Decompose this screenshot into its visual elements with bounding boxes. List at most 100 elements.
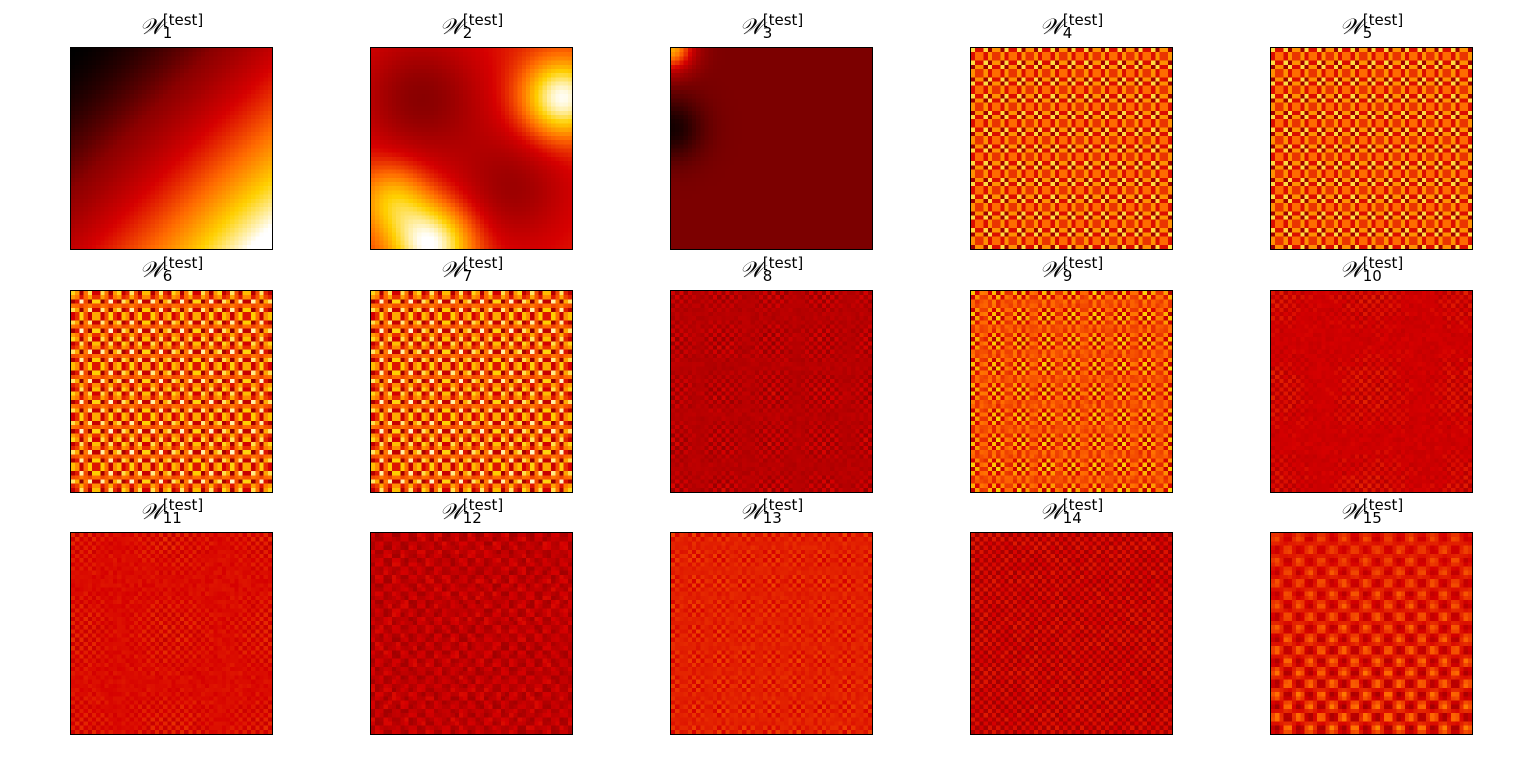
heatmap-cell [387, 119, 393, 124]
heatmap-cell [683, 52, 688, 57]
heatmap-cell [404, 219, 409, 225]
heatmap-cell [438, 232, 443, 237]
heatmap-cell [683, 60, 688, 65]
heatmap-cell [242, 131, 248, 137]
heatmap-cell [234, 60, 239, 65]
heatmap-cell [525, 123, 531, 128]
heatmap-cell [87, 152, 93, 158]
heatmap-cell [534, 98, 539, 103]
heatmap-cell [559, 194, 564, 199]
heatmap-cell [387, 123, 393, 128]
heatmap-cell [234, 148, 239, 153]
heatmap-cell [104, 215, 109, 220]
heatmap-cell [375, 186, 380, 191]
heatmap-cell [779, 56, 785, 61]
heatmap-cell [213, 48, 218, 53]
heatmap-cell [263, 223, 269, 229]
heatmap-cell [209, 240, 214, 246]
heatmap-cell [542, 135, 548, 141]
heatmap-cell [404, 186, 409, 191]
heatmap-cell [79, 60, 84, 65]
heatmap-cell [555, 48, 560, 53]
heatmap-cell [538, 98, 543, 103]
heatmap-cell [146, 85, 151, 91]
heatmap-cell [488, 81, 493, 86]
heatmap-cell [484, 173, 489, 179]
heatmap-cell [209, 68, 214, 74]
heatmap-cell [400, 194, 405, 199]
heatmap-cell [96, 119, 101, 124]
heatmap-cell [404, 148, 409, 153]
heatmap-cell [555, 85, 560, 91]
heatmap-cell [263, 244, 269, 249]
heatmap-cell [379, 236, 384, 241]
heatmap-cell [450, 194, 455, 199]
heatmap-cell [83, 77, 88, 82]
heatmap-cell [438, 127, 443, 132]
heatmap-cell [567, 98, 572, 103]
heatmap-cell [117, 177, 122, 183]
heatmap-cell [842, 68, 848, 74]
heatmap-cell [108, 64, 114, 70]
heatmap-cell [442, 115, 447, 120]
heatmap-cell [150, 232, 155, 237]
heatmap-cell [479, 68, 485, 74]
heatmap-cell [196, 98, 202, 103]
heatmap-cell [538, 144, 543, 149]
heatmap-cell [205, 119, 210, 124]
heatmap-cell [425, 173, 430, 179]
heatmap-cell [525, 215, 531, 220]
heatmap-cell [492, 94, 497, 99]
heatmap-cell [251, 190, 256, 195]
heatmap-cell [246, 156, 252, 162]
heatmap-cell [371, 60, 376, 65]
heatmap-cell [146, 228, 151, 233]
heatmap-cell [192, 215, 197, 220]
heatmap-cell [163, 211, 168, 216]
heatmap-cell [125, 211, 130, 216]
heatmap-cell [125, 73, 130, 78]
heatmap-cell [263, 190, 269, 195]
heatmap-cell [454, 52, 460, 57]
heatmap-cell [108, 177, 114, 183]
heatmap-cell [125, 198, 130, 204]
heatmap-cell [75, 131, 80, 137]
heatmap-cell [163, 198, 168, 204]
heatmap-cell [488, 127, 493, 132]
heatmap-cell [551, 211, 556, 216]
heatmap-cell [567, 244, 572, 249]
heatmap-cell [205, 115, 210, 120]
heatmap-cell [71, 148, 76, 153]
heatmap-cell [729, 48, 735, 53]
heatmap-cell [467, 127, 472, 132]
heatmap-cell [738, 77, 743, 82]
heatmap-cell [387, 148, 393, 153]
heatmap-cell [509, 127, 514, 132]
heatmap-cell [396, 152, 401, 158]
heatmap-cell [200, 161, 206, 166]
heatmap-cell [408, 244, 414, 249]
heatmap-cell [251, 106, 256, 112]
heatmap-cell [242, 85, 248, 91]
heatmap-cell [555, 194, 560, 199]
heatmap-cell [125, 228, 130, 233]
heatmap-cell [484, 190, 489, 195]
heatmap-cell [150, 156, 155, 162]
heatmap-cell [379, 115, 384, 120]
heatmap-cell [417, 73, 422, 78]
heatmap-cell [559, 182, 564, 187]
heatmap-cell [567, 240, 572, 246]
heatmap-cell [551, 228, 556, 233]
heatmap-cell [542, 131, 548, 137]
heatmap-cell [408, 215, 414, 220]
heatmap-cell [525, 165, 531, 170]
heatmap-cell [813, 64, 818, 70]
heatmap-cell [238, 161, 243, 166]
heatmap-cell [184, 123, 189, 128]
heatmap-cell [267, 48, 272, 53]
heatmap-cell [246, 148, 252, 153]
heatmap-cell [117, 123, 122, 128]
heatmap-cell [175, 135, 181, 141]
heatmap-cell [454, 207, 460, 212]
heatmap-cell [129, 173, 135, 179]
